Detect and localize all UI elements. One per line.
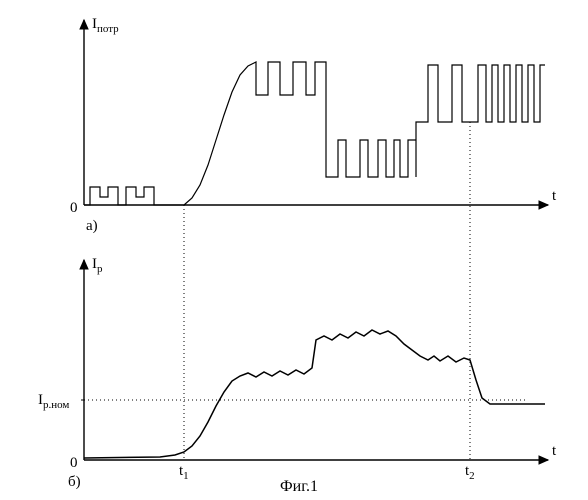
y-axis-label-bot: Iр xyxy=(92,256,103,275)
x-axis-label-top-text: t xyxy=(552,188,556,204)
y-axis-label-top-sub: потр xyxy=(97,23,119,35)
ref-level-sub: р.ном xyxy=(43,399,69,411)
panel-b-label: б) xyxy=(68,474,81,491)
panel-b-text: б) xyxy=(68,474,81,490)
t1-sub: 1 xyxy=(183,470,189,482)
origin-label-top: 0 xyxy=(70,200,78,217)
figure-caption-text: Фиг.1 xyxy=(280,478,318,495)
origin-label-bot: 0 xyxy=(70,455,78,472)
x-axis-label-bot-text: t xyxy=(552,443,556,459)
figure-svg xyxy=(0,0,588,500)
t2-sub: 2 xyxy=(469,470,475,482)
t1-label: t1 xyxy=(179,463,189,482)
y-axis-label-top: Iпотр xyxy=(92,16,119,35)
y-axis-label-bot-sub: р xyxy=(97,263,103,275)
figure-caption: Фиг.1 xyxy=(280,478,318,496)
origin-top-text: 0 xyxy=(70,200,78,216)
ref-level-label: Iр.ном xyxy=(38,392,69,411)
origin-bot-text: 0 xyxy=(70,455,78,471)
x-axis-label-top: t xyxy=(552,188,556,205)
panel-a-text: а) xyxy=(86,218,98,234)
figure-stage: Iпотр t 0 а) Iр Iр.ном t 0 t1 t2 б) Фиг.… xyxy=(0,0,588,500)
panel-a-label: а) xyxy=(86,218,98,235)
t2-label: t2 xyxy=(465,463,475,482)
x-axis-label-bot: t xyxy=(552,443,556,460)
